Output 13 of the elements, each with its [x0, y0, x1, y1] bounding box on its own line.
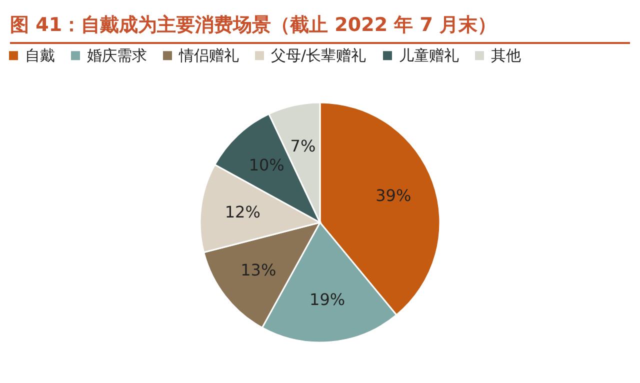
- data-label: 7%: [290, 136, 316, 156]
- data-label: 13%: [240, 260, 276, 280]
- chart-title: 图 41：自戴成为主要消费场景（截止 2022 年 7 月末）: [9, 13, 498, 38]
- data-label: 19%: [310, 290, 346, 310]
- legend-label: 婚庆需求: [87, 46, 147, 65]
- legend-label: 情侣赠礼: [178, 46, 239, 65]
- legend-label: 儿童赠礼: [399, 46, 459, 65]
- legend-label: 自戴: [25, 46, 55, 65]
- data-label: 10%: [248, 156, 284, 175]
- legend-label: 父母/长辈赠礼: [271, 46, 366, 65]
- data-label: 39%: [376, 186, 412, 206]
- legend-label: 其他: [491, 46, 521, 65]
- data-label: 12%: [224, 202, 260, 222]
